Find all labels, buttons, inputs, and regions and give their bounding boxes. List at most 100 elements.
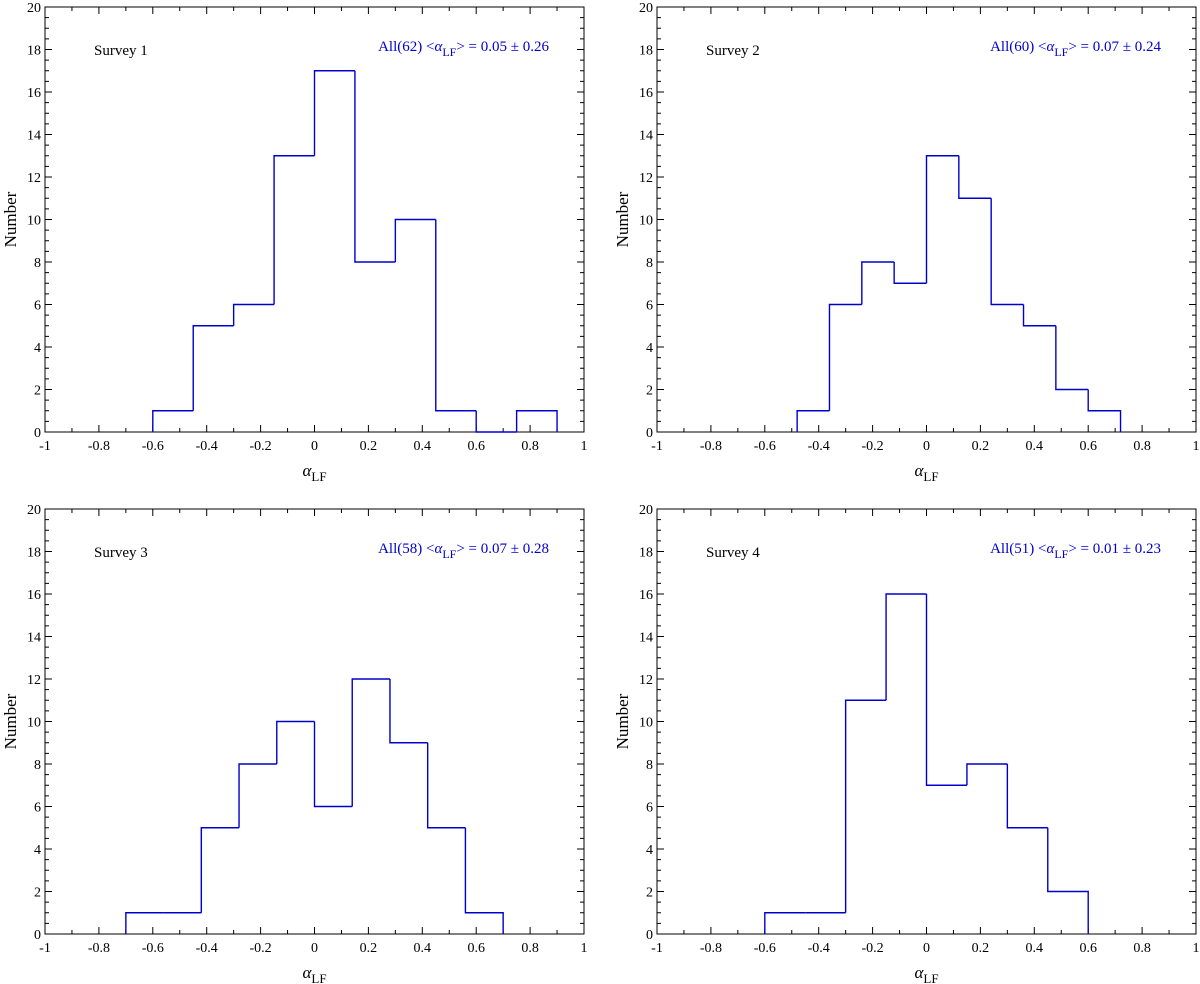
histogram-bin	[313, 70, 355, 156]
x-tick-label: 0.6	[467, 941, 485, 956]
histogram-bin	[764, 912, 806, 934]
histogram-bin	[796, 410, 830, 432]
y-tick-label: 0	[646, 426, 653, 441]
histogram-bin	[1022, 304, 1056, 327]
histogram-bin	[464, 827, 504, 934]
x-axis-subscript: LF	[923, 469, 938, 484]
y-tick-label: 0	[34, 928, 41, 943]
y-tick-label: 12	[639, 171, 653, 186]
x-tick-label: -0.6	[754, 941, 776, 956]
x-tick-label: 0.8	[521, 439, 539, 454]
x-tick-label: 0.2	[972, 941, 990, 956]
x-axis-symbol: α	[914, 963, 924, 982]
histogram-bin	[426, 742, 466, 829]
x-tick-label: -0.8	[88, 439, 110, 454]
stats-annotation: All(60) <αLF> = 0.07 ± 0.24	[990, 39, 1161, 59]
x-tick-label: -0.6	[754, 439, 776, 454]
histogram-bin	[828, 303, 862, 411]
x-tick-label: 0.4	[414, 941, 432, 956]
y-tick-label: 18	[27, 546, 41, 561]
histogram-bin	[958, 155, 992, 199]
histogram-bin	[435, 219, 477, 412]
y-tick-label: 14	[639, 129, 653, 144]
annotation-subscript: LF	[1054, 547, 1068, 561]
histogram-panel-1: -1 -0.8 -0.6 -0.4 -0.2 0 0.2 0.4 0.6 0.8 102468101…	[1, 1, 588, 484]
x-tick-label: 0	[923, 439, 930, 454]
x-axis-subscript: LF	[311, 971, 326, 984]
x-tick-label: 0.6	[1079, 941, 1097, 956]
x-tick-label: 0	[311, 439, 318, 454]
histogram-bin	[885, 593, 927, 701]
histogram-bin	[1006, 764, 1048, 829]
y-tick-label: 2	[646, 384, 653, 399]
x-tick-label: 0.2	[360, 439, 378, 454]
x-tick-label: 0.8	[1133, 439, 1151, 454]
y-axis-label: Number	[1, 191, 20, 247]
x-axis-label: αLF	[302, 461, 326, 484]
y-tick-label: 6	[34, 299, 41, 314]
histogram-panel-4: -1 -0.8 -0.6 -0.4 -0.2 0 0.2 0.4 0.6 0.8 102468101…	[613, 503, 1200, 984]
x-axis-symbol: α	[302, 963, 312, 982]
y-tick-label: 10	[639, 214, 653, 229]
y-tick-label: 20	[27, 503, 41, 518]
histogram-panel-3: -1 -0.8 -0.6 -0.4 -0.2 0 0.2 0.4 0.6 0.8 102468101…	[1, 503, 588, 984]
y-tick-label: 18	[639, 546, 653, 561]
y-tick-label: 18	[27, 44, 41, 59]
x-axis-label: αLF	[302, 963, 326, 984]
histogram-bin	[152, 410, 194, 432]
histogram-bin	[232, 303, 275, 326]
y-tick-label: 8	[646, 256, 653, 271]
x-tick-label: 1	[581, 941, 588, 956]
histogram-bin	[273, 155, 315, 305]
x-axis-label: αLF	[914, 963, 938, 984]
x-tick-label: -0.6	[142, 439, 164, 454]
y-tick-label: 0	[34, 426, 41, 441]
histogram-bin	[1087, 389, 1122, 432]
x-tick-label: 1	[581, 439, 588, 454]
annotation-suffix: > = 0.05 ± 0.26	[456, 39, 549, 55]
histogram-bin	[394, 218, 436, 262]
y-tick-label: 2	[34, 886, 41, 901]
annotation-suffix: > = 0.07 ± 0.24	[1068, 39, 1161, 55]
histogram-bin	[475, 410, 517, 433]
x-axis-label: αLF	[914, 461, 938, 484]
y-axis-label: Number	[1, 693, 20, 749]
survey-label: Survey 3	[94, 545, 148, 561]
x-tick-label: 0.4	[1026, 439, 1044, 454]
y-tick-label: 8	[34, 758, 41, 773]
x-tick-label: -0.8	[88, 941, 110, 956]
y-tick-label: 16	[27, 86, 41, 101]
y-tick-label: 10	[639, 716, 653, 731]
y-tick-label: 8	[34, 256, 41, 271]
annotation-subscript: LF	[1054, 45, 1068, 59]
histogram-bin	[1055, 325, 1089, 391]
x-tick-label: 0.2	[360, 941, 378, 956]
histogram-bin	[125, 912, 164, 934]
annotation-prefix: All(60) <	[990, 39, 1046, 55]
x-tick-label: 1	[1193, 941, 1200, 956]
x-axis-symbol: α	[302, 461, 312, 480]
x-tick-label: 1	[1193, 439, 1200, 454]
y-tick-label: 12	[27, 171, 41, 186]
x-tick-label: -0.2	[250, 439, 272, 454]
x-tick-label: -1	[39, 941, 51, 956]
y-tick-label: 4	[646, 341, 653, 356]
y-tick-label: 14	[27, 631, 41, 646]
histogram-bin	[966, 763, 1008, 786]
y-tick-label: 14	[639, 631, 653, 646]
annotation-suffix: > = 0.07 ± 0.28	[456, 541, 549, 557]
x-tick-label: -0.4	[808, 941, 830, 956]
y-tick-label: 12	[27, 673, 41, 688]
annotation-prefix: All(58) <	[378, 541, 434, 557]
y-tick-label: 12	[639, 673, 653, 688]
x-tick-label: -0.2	[250, 941, 272, 956]
x-tick-label: 0.4	[1026, 941, 1044, 956]
survey-label: Survey 4	[706, 545, 760, 561]
annotation-symbol: α	[1046, 39, 1055, 55]
histogram-bin	[861, 261, 895, 305]
x-axis-symbol: α	[914, 461, 924, 480]
y-tick-label: 4	[34, 843, 41, 858]
x-tick-label: 0	[311, 941, 318, 956]
y-tick-label: 10	[27, 214, 41, 229]
